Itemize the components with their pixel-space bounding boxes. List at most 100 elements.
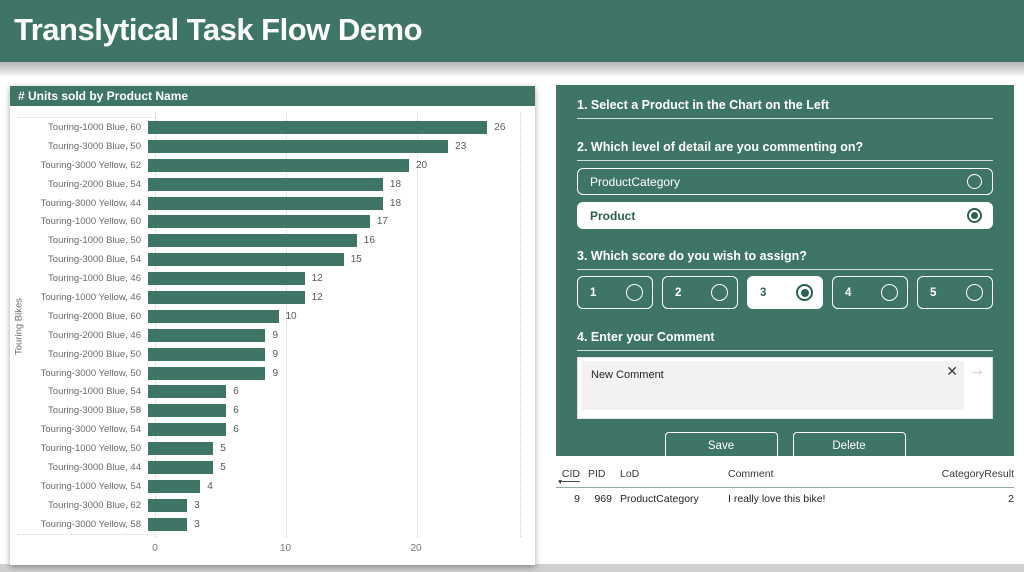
score-option-3[interactable]: 3 [747,276,823,309]
chart-bar-row[interactable]: Touring-1000 Yellow, 60 17 [10,212,535,231]
lod-option-productcategory[interactable]: ProductCategory [577,168,993,195]
chart-bar-row[interactable]: Touring-2000 Blue, 54 18 [10,175,535,194]
chart-bar-row[interactable]: Touring-3000 Yellow, 54 6 [10,420,535,439]
score-option-5[interactable]: 5 [917,276,993,309]
table-cell: 9 [574,493,580,505]
step2-title: 2. Which level of detail are you comment… [577,140,993,161]
bar-value-label: 18 [389,197,402,209]
comment-input[interactable]: New Comment ✕ → [577,357,993,419]
bar[interactable] [148,215,370,229]
radio-selected-icon[interactable] [796,284,813,301]
bar[interactable] [148,385,227,399]
save-button[interactable]: Save [664,432,778,460]
chart-bar-row[interactable]: Touring-2000 Blue, 50 9 [10,345,535,364]
chart-bar-row[interactable]: Touring-3000 Yellow, 44 18 [10,194,535,213]
chart-bar-row[interactable]: Touring-3000 Blue, 58 6 [10,401,535,420]
chart-bar-row[interactable]: Touring-1000 Blue, 50 16 [10,231,535,250]
radio-unselected-icon[interactable] [967,174,982,189]
bar-value-label: 15 [350,254,362,266]
score-option-group: 1 2 3 4 5 [577,276,993,309]
bar-category-label: Touring-3000 Yellow, 44 [40,197,141,209]
delete-button[interactable]: Delete [792,432,906,460]
column-header-label: PID [588,468,606,480]
bar[interactable] [148,498,188,512]
chart-bar-row[interactable]: Touring-3000 Blue, 44 5 [10,458,535,477]
chart-bar-row[interactable]: Touring-3000 Blue, 50 23 [10,137,535,156]
bar-category-label: Touring-3000 Blue, 58 [48,405,141,417]
chart-bar-row[interactable]: Touring-3000 Yellow, 58 3 [10,515,535,534]
table-row[interactable]: 9 969 ProductCategory I really love this bi… [556,488,1014,505]
bar[interactable] [148,234,357,248]
bar[interactable] [148,460,214,474]
chart-bar-row[interactable]: Touring-3000 Yellow, 50 9 [10,364,535,383]
app-header: Translytical Task Flow Demo [0,0,1024,62]
chart-bar-row[interactable]: Touring-3000 Blue, 62 3 [10,496,535,515]
bar[interactable] [148,120,488,134]
table-column-header-lod[interactable]: LoD [620,468,720,480]
bar[interactable] [148,479,201,493]
table-cell: 969 [594,493,612,505]
bar-track: 5 [148,442,535,456]
bar-category-label: Touring-3000 Yellow, 58 [40,518,141,530]
bar[interactable] [148,517,188,531]
bar[interactable] [148,404,227,418]
chart-bar-row[interactable]: Touring-3000 Blue, 54 15 [10,250,535,269]
bar-track: 15 [148,253,535,267]
radio-unselected-icon[interactable] [711,284,728,301]
bar-category-label: Touring-1000 Blue, 54 [48,386,141,398]
bar-value-label: 4 [207,480,213,492]
bar-value-label: 9 [272,348,278,360]
bar-value-label: 26 [494,121,506,133]
chart-bar-row[interactable]: Touring-1000 Blue, 54 6 [10,382,535,401]
bar[interactable] [148,177,383,191]
lod-option-product[interactable]: Product [577,202,993,229]
bar-value-label: 9 [272,329,278,341]
bar[interactable] [148,442,214,456]
bar-track: 16 [148,234,535,248]
radio-unselected-icon[interactable] [881,284,898,301]
bar-category-label: Touring-2000 Blue, 50 [48,348,141,360]
chart-bar-row[interactable]: Touring-1000 Yellow, 46 12 [10,288,535,307]
step1-title: 1. Select a Product in the Chart on the … [577,98,993,119]
chart-bar-row[interactable]: Touring-1000 Blue, 60 26 [10,118,535,137]
bar[interactable] [148,139,449,153]
chart-bar-row[interactable]: Touring-1000 Blue, 46 12 [10,269,535,288]
score-option-1[interactable]: 1 [577,276,653,309]
score-option-4[interactable]: 4 [832,276,908,309]
table-column-header-cid[interactable]: CID ▼ [556,468,580,486]
bar[interactable] [148,347,266,361]
bottom-edge [0,564,1024,572]
bar[interactable] [148,328,266,342]
clear-icon[interactable]: ✕ [946,363,958,379]
comment-text[interactable]: New Comment [591,369,664,381]
radio-selected-icon[interactable] [967,208,982,223]
bar[interactable] [148,158,409,172]
table-column-header-comment[interactable]: Comment [728,468,906,480]
chart-bar-row[interactable]: Touring-2000 Blue, 46 9 [10,326,535,345]
radio-unselected-icon[interactable] [966,284,983,301]
bar[interactable] [148,309,279,323]
radio-unselected-icon[interactable] [626,284,643,301]
chart-bar-row[interactable]: Touring-3000 Yellow, 62 20 [10,156,535,175]
bar[interactable] [148,196,383,210]
x-axis-tick-label: 0 [152,543,158,554]
bar-track: 3 [148,498,535,512]
chart-bar-row[interactable]: Touring-1000 Yellow, 50 5 [10,439,535,458]
bar[interactable] [148,423,227,437]
lod-option-label: Product [590,208,636,223]
bar-track: 12 [148,290,535,304]
table-column-header-categoryresult[interactable]: CategoryResult [914,468,1014,480]
bar[interactable] [148,272,305,286]
table-body: 9 969 ProductCategory I really love this bi… [556,488,1014,505]
bar[interactable] [148,290,305,304]
chart-bar-row[interactable]: Touring-1000 Yellow, 54 4 [10,477,535,496]
comment-input-field[interactable]: New Comment [582,361,964,410]
bar-track: 18 [148,177,535,191]
bar-category-label: Touring-2000 Blue, 60 [48,310,141,322]
bar[interactable] [148,366,266,380]
score-option-2[interactable]: 2 [662,276,738,309]
send-arrow-icon[interactable]: → [969,362,985,379]
chart-bar-row[interactable]: Touring-2000 Blue, 60 10 [10,307,535,326]
bar[interactable] [148,253,344,267]
table-column-header-pid[interactable]: PID [588,468,612,480]
